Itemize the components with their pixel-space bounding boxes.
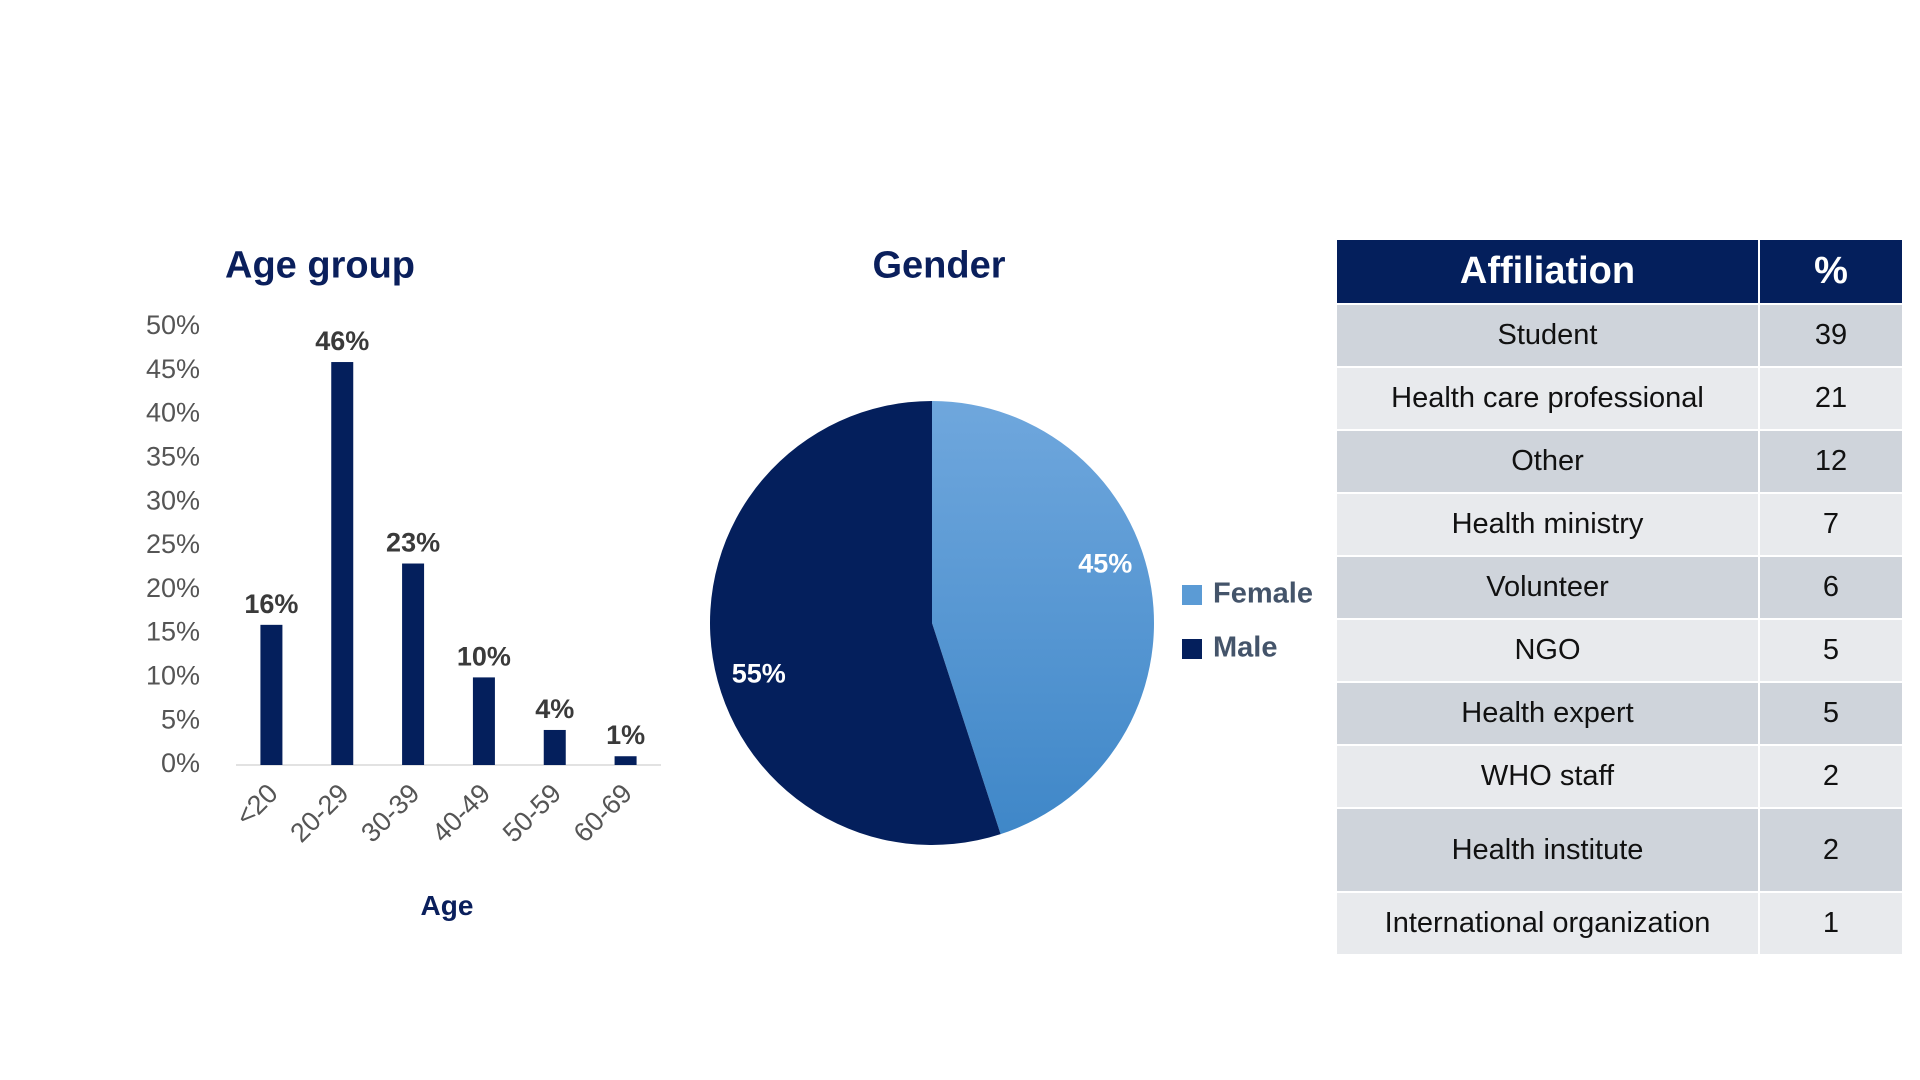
affiliation-cell: WHO staff	[1335, 744, 1760, 809]
bar	[614, 756, 637, 765]
x-tick-label: 20-29	[284, 778, 354, 848]
affiliation-cell: Health expert	[1335, 681, 1760, 746]
bar	[331, 362, 354, 765]
percent-cell: 21	[1758, 366, 1904, 431]
y-tick-label: 50%	[146, 310, 200, 340]
pie-label: 45%	[1078, 549, 1132, 579]
percent-cell: 12	[1758, 429, 1904, 494]
bar	[260, 624, 283, 765]
legend-swatch-female	[1182, 585, 1202, 605]
data-label: 4%	[535, 694, 574, 724]
percent-cell: 2	[1758, 807, 1904, 893]
age-chart-title: Age group	[225, 244, 415, 287]
header-percent: %	[1758, 238, 1904, 305]
table-row: Health care professional 21	[1335, 366, 1904, 431]
affiliation-table: Affiliation % Student 39 Health care profe…	[1335, 238, 1904, 956]
x-tick-label: 40-49	[426, 778, 496, 848]
table-row: Student 39	[1335, 303, 1904, 368]
table-row: Health expert 5	[1335, 681, 1904, 746]
affiliation-cell: International organization	[1335, 891, 1760, 956]
table-row: Health institute 2	[1335, 807, 1904, 893]
y-tick-label: 35%	[146, 442, 200, 472]
percent-cell: 5	[1758, 681, 1904, 746]
y-tick-label: 45%	[146, 354, 200, 384]
x-tick-label: <20	[230, 778, 284, 832]
pie-label: 55%	[732, 659, 786, 689]
pie-slice-female	[932, 401, 1154, 835]
x-axis-label: Age	[421, 890, 474, 921]
data-label: 1%	[606, 720, 645, 750]
y-tick-label: 40%	[146, 398, 200, 428]
table-row: WHO staff 2	[1335, 744, 1904, 809]
data-label: 16%	[244, 589, 298, 619]
affiliation-cell: Other	[1335, 429, 1760, 494]
affiliation-cell: Health care professional	[1335, 366, 1760, 431]
pie-slice-male	[710, 401, 1001, 845]
x-tick-label: 30-39	[355, 778, 425, 848]
bar	[543, 729, 566, 765]
x-tick-label: 60-69	[568, 778, 638, 848]
table-header: Affiliation %	[1335, 238, 1904, 305]
percent-cell: 6	[1758, 555, 1904, 620]
table-row: Volunteer 6	[1335, 555, 1904, 620]
gender-chart-title: Gender	[872, 244, 1006, 287]
bar	[402, 563, 425, 765]
header-affiliation: Affiliation	[1335, 238, 1760, 305]
affiliation-cell: Health institute	[1335, 807, 1760, 893]
y-tick-label: 20%	[146, 573, 200, 603]
affiliation-cell: Student	[1335, 303, 1760, 368]
percent-cell: 39	[1758, 303, 1904, 368]
percent-cell: 5	[1758, 618, 1904, 683]
affiliation-cell: Health ministry	[1335, 492, 1760, 557]
data-label: 10%	[457, 641, 511, 671]
data-label: 46%	[315, 326, 369, 356]
percent-cell: 1	[1758, 891, 1904, 956]
table-row: NGO 5	[1335, 618, 1904, 683]
y-tick-label: 25%	[146, 529, 200, 559]
y-tick-label: 15%	[146, 617, 200, 647]
legend-label: Male	[1213, 632, 1277, 664]
affiliation-cell: NGO	[1335, 618, 1760, 683]
y-tick-label: 0%	[161, 748, 200, 778]
y-tick-label: 10%	[146, 661, 200, 691]
table-row: International organization 1	[1335, 891, 1904, 956]
y-tick-label: 5%	[161, 704, 200, 734]
data-label: 23%	[386, 528, 440, 558]
affiliation-cell: Volunteer	[1335, 555, 1760, 620]
bar	[472, 677, 495, 765]
percent-cell: 2	[1758, 744, 1904, 809]
percent-cell: 7	[1758, 492, 1904, 557]
legend-label: Female	[1213, 578, 1313, 610]
table-row: Health ministry 7	[1335, 492, 1904, 557]
x-tick-label: 50-59	[497, 778, 567, 848]
y-tick-label: 30%	[146, 485, 200, 515]
legend-swatch-male	[1182, 639, 1202, 659]
table-row: Other 12	[1335, 429, 1904, 494]
